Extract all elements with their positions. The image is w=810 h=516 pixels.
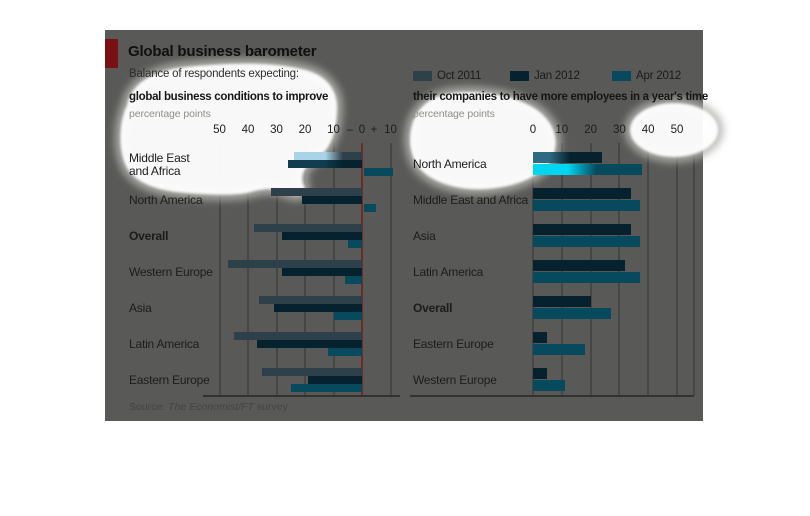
legend-swatch-oct-2011: [413, 71, 432, 81]
bar-apr-2012: [533, 308, 611, 319]
axis-tick-label: –: [346, 124, 354, 136]
legend-swatch-apr-2012: [612, 71, 631, 81]
bar-jan-2012: [273, 304, 362, 312]
bar-jan-2012: [533, 188, 631, 199]
axis-baseline: [203, 395, 400, 397]
bar-apr-2012: [533, 236, 640, 247]
bar-oct-2011: [262, 368, 362, 376]
legend-label: Jan 2012: [534, 70, 580, 82]
bar-oct-2011: [233, 332, 362, 340]
bar-jan-2012: [307, 376, 362, 384]
category-label: North America: [413, 157, 487, 171]
axis-tick-label: 10: [384, 124, 397, 136]
legend-label: Oct 2011: [437, 70, 482, 82]
bar-jan-2012: [533, 368, 548, 379]
bar-apr-2012: [364, 204, 377, 212]
axis-tick-label: 10: [555, 124, 569, 136]
bar-apr-2012: [327, 348, 362, 356]
axis-tick-label: 0: [358, 124, 366, 136]
axis-tick-label: 10: [327, 124, 340, 136]
category-label: Latin America: [129, 337, 200, 351]
category-label: Western Europe: [413, 373, 497, 387]
bar-jan-2012: [282, 268, 362, 276]
right-chart-unit-label: percentage points: [413, 108, 495, 120]
legend-item-apr-2012: Apr 2012: [612, 70, 681, 82]
bar-apr-2012: [333, 312, 362, 320]
legend-item-oct-2011: Oct 2011: [413, 70, 481, 82]
category-label: Asia: [129, 301, 152, 315]
bar-apr-2012: [533, 164, 643, 175]
bar-jan-2012: [282, 232, 362, 240]
bar-apr-2012: [533, 272, 640, 283]
axis-baseline: [410, 395, 694, 397]
gridline: [275, 143, 278, 396]
bar-apr-2012: [347, 240, 362, 248]
category-label: Overall: [413, 301, 453, 315]
category-label: Eastern Europe: [129, 373, 210, 387]
bar-jan-2012: [533, 260, 626, 271]
axis-tick-label: 20: [584, 124, 597, 136]
legend-swatch-jan-2012: [510, 71, 529, 81]
axis-tick-label: 50: [213, 124, 226, 136]
bar-jan-2012: [533, 152, 603, 163]
page-title: Global business barometer: [128, 43, 317, 60]
right-chart-title: their companies to have more employees i…: [413, 91, 708, 103]
axis-tick-label: 50: [670, 124, 684, 136]
gridline: [676, 143, 678, 396]
gridline: [389, 143, 392, 396]
chart-lead-in: Balance of respondents expecting:: [129, 68, 299, 80]
axis-tick-label: 20: [298, 124, 312, 136]
axis-tick-label: +: [370, 124, 378, 136]
category-label: Western Europe: [129, 265, 213, 279]
bar-oct-2011: [253, 224, 362, 232]
category-label: North America: [129, 193, 203, 207]
bar-apr-2012: [533, 380, 565, 391]
axis-tick-label: 30: [612, 124, 626, 136]
bar-apr-2012: [290, 384, 362, 392]
category-label: Middle East and Africa: [413, 193, 528, 207]
legend-item-jan-2012: Jan 2012: [510, 70, 580, 82]
gridline: [247, 143, 249, 396]
axis-tick-label: 40: [641, 124, 655, 136]
gridline: [693, 143, 696, 396]
axis-tick-label: 0: [529, 124, 537, 136]
bar-apr-2012: [533, 344, 585, 355]
left-chart-unit-label: percentage points: [129, 108, 211, 120]
axis-tick-label: 30: [270, 124, 283, 136]
zero-line: [361, 143, 363, 396]
gridline: [218, 143, 221, 396]
bar-oct-2011: [228, 260, 362, 268]
legend-label: Apr 2012: [636, 70, 682, 82]
bar-jan-2012: [533, 224, 631, 235]
bar-jan-2012: [533, 332, 548, 343]
bar-oct-2011: [259, 296, 362, 304]
category-label: Latin America: [413, 265, 484, 279]
axis-tick-label: 40: [241, 124, 255, 136]
category-label: Middle East and Africa: [129, 151, 190, 178]
category-label: Asia: [413, 229, 436, 243]
bar-apr-2012: [344, 276, 362, 284]
bar-apr-2012: [533, 200, 640, 211]
bar-apr-2012: [364, 168, 394, 176]
accent-red-block: [105, 39, 118, 68]
gridline: [647, 143, 650, 396]
bar-jan-2012: [533, 296, 591, 307]
source-note: Source: The Economist/FT survey: [129, 401, 288, 413]
category-label: Eastern Europe: [413, 337, 494, 351]
category-label: Overall: [129, 229, 169, 243]
left-chart-title: global business conditions to improve: [129, 91, 329, 103]
bar-jan-2012: [256, 340, 362, 348]
